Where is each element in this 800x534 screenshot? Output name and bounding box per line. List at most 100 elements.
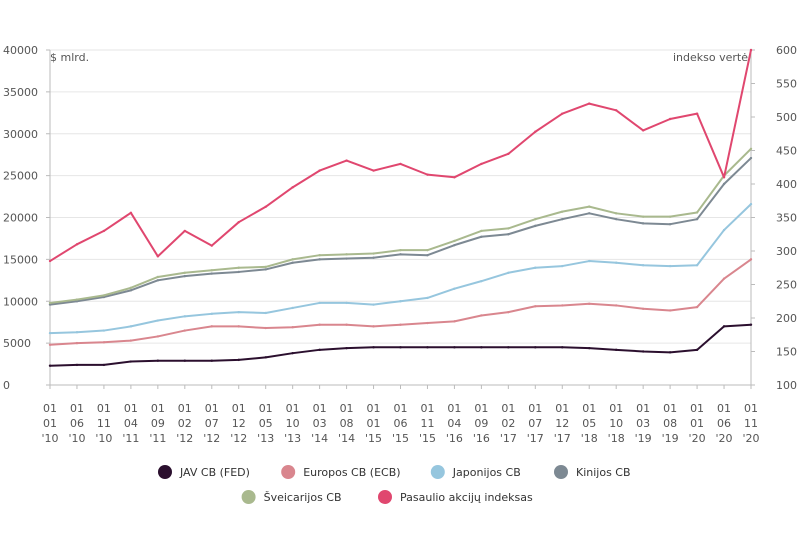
data-point bbox=[722, 277, 726, 280]
x-tick-label-line: 01 bbox=[690, 417, 704, 430]
right-axis-label: indekso vertė bbox=[673, 51, 748, 64]
x-tick-label: 01 07 '17 bbox=[527, 402, 544, 445]
series-lines bbox=[48, 48, 753, 367]
left-tick-label: 10000 bbox=[3, 295, 38, 308]
left-tick-label: 30000 bbox=[3, 128, 38, 141]
x-tick-label: 01 06 '15 bbox=[392, 402, 409, 445]
x-tick-label: 01 04 '16 bbox=[446, 402, 463, 445]
x-tick-label-line: 01 bbox=[447, 402, 461, 415]
data-point bbox=[156, 335, 160, 338]
data-point bbox=[372, 303, 375, 306]
right-axis-ticks: 100 150 200 250 300 350 400 450 500 550 600 bbox=[751, 44, 797, 392]
data-point bbox=[102, 341, 106, 344]
x-tick-label-line: 12 bbox=[232, 417, 246, 430]
series-5 bbox=[48, 48, 753, 263]
data-point bbox=[129, 289, 133, 292]
right-tick-label: 550 bbox=[776, 78, 797, 91]
data-point bbox=[722, 325, 726, 328]
x-tick-label-line: 01 bbox=[205, 402, 219, 415]
data-point bbox=[345, 301, 348, 305]
data-point bbox=[156, 279, 160, 282]
x-tick-label-line: 10 bbox=[286, 417, 300, 430]
x-tick-label-line: 01 bbox=[259, 402, 273, 415]
data-point bbox=[372, 325, 375, 328]
x-tick-label-line: 01 bbox=[690, 402, 704, 415]
data-point bbox=[75, 298, 79, 301]
x-tick-label-line: '12 bbox=[230, 432, 247, 445]
x-tick-label: 01 02 '12 bbox=[176, 402, 193, 445]
data-point bbox=[48, 303, 52, 306]
left-tick-label: 15000 bbox=[3, 253, 38, 266]
legend-swatch bbox=[158, 465, 172, 479]
data-point bbox=[291, 326, 294, 329]
x-tick-label: 01 06 '20 bbox=[716, 402, 733, 445]
data-point bbox=[399, 346, 402, 349]
data-point bbox=[102, 294, 106, 297]
x-tick-label: 01 12 '17 bbox=[554, 402, 571, 445]
x-tick-label-line: 01 bbox=[582, 402, 596, 415]
data-point bbox=[641, 222, 645, 225]
x-tick-label-line: 05 bbox=[582, 417, 596, 430]
data-point bbox=[48, 343, 52, 346]
data-point bbox=[588, 302, 591, 305]
x-tick-label-line: '16 bbox=[446, 432, 463, 445]
x-tick-label: 01 11 '20 bbox=[742, 402, 759, 445]
x-tick-label-line: 11 bbox=[744, 417, 758, 430]
x-axis-ticks: 01 01 '10 01 06 '10 01 11 '10 01 04 '11 01 09 '11 01 02 '… bbox=[41, 385, 760, 445]
x-tick-label-line: 06 bbox=[394, 417, 408, 430]
x-tick-label-line: '14 bbox=[338, 432, 355, 445]
x-tick-label-line: 01 bbox=[717, 402, 731, 415]
data-point bbox=[372, 256, 375, 259]
x-tick-label-line: 01 bbox=[474, 402, 488, 415]
legend-item: Japonijos CB bbox=[430, 465, 521, 479]
x-tick-label: 01 10 '13 bbox=[284, 402, 301, 445]
data-point bbox=[372, 346, 375, 349]
right-tick-label: 600 bbox=[776, 44, 797, 57]
data-point bbox=[722, 176, 726, 179]
data-point bbox=[561, 112, 564, 115]
data-point bbox=[668, 223, 672, 226]
x-tick-label: 01 11 '10 bbox=[95, 402, 112, 445]
data-point bbox=[561, 210, 564, 213]
data-point bbox=[102, 329, 106, 332]
x-tick-label-line: 02 bbox=[501, 417, 515, 430]
x-tick-label-line: '18 bbox=[608, 432, 625, 445]
gridlines bbox=[50, 49, 751, 344]
data-point bbox=[237, 358, 240, 362]
data-point bbox=[668, 309, 672, 312]
right-tick-label: 400 bbox=[776, 178, 797, 191]
data-point bbox=[48, 301, 52, 305]
data-point bbox=[399, 248, 402, 252]
x-tick-label-line: 09 bbox=[151, 417, 165, 430]
x-tick-label-line: 01 bbox=[367, 417, 381, 430]
x-tick-label: 01 05 '18 bbox=[581, 402, 598, 445]
data-point bbox=[399, 300, 402, 303]
data-point bbox=[372, 252, 375, 255]
data-point bbox=[453, 239, 456, 243]
data-point bbox=[318, 301, 321, 305]
data-point bbox=[641, 129, 645, 132]
data-point bbox=[264, 268, 267, 271]
x-tick-label-line: 01 bbox=[178, 402, 192, 415]
data-point bbox=[749, 202, 753, 206]
data-point bbox=[588, 259, 591, 263]
data-point bbox=[722, 228, 726, 232]
x-tick-label-line: '20 bbox=[689, 432, 706, 445]
x-tick-label-line: 01 bbox=[394, 402, 408, 415]
data-point bbox=[749, 323, 753, 326]
data-point bbox=[453, 287, 456, 290]
x-tick-label-line: 09 bbox=[474, 417, 488, 430]
legend-label: Pasaulio akcijų indeksas bbox=[400, 491, 533, 504]
x-tick-label-line: 10 bbox=[609, 417, 623, 430]
x-tick-label-line: '17 bbox=[527, 432, 544, 445]
x-tick-label-line: '17 bbox=[500, 432, 517, 445]
legend-label: JAV CB (FED) bbox=[179, 466, 250, 479]
data-point bbox=[614, 217, 618, 221]
x-tick-label-line: 05 bbox=[259, 417, 273, 430]
data-point bbox=[75, 363, 79, 367]
legend-item: Pasaulio akcijų indeksas bbox=[378, 490, 533, 504]
data-point bbox=[561, 264, 564, 268]
x-tick-label-line: 07 bbox=[205, 417, 219, 430]
data-point bbox=[264, 326, 267, 330]
data-point bbox=[426, 173, 429, 176]
